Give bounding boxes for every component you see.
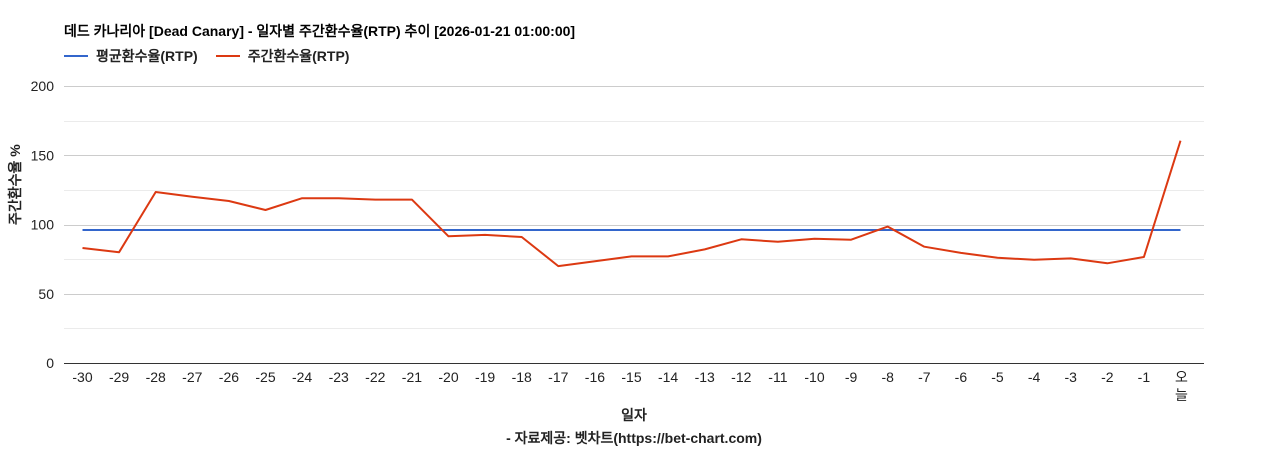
legend-label-average: 평균환수율(RTP) [96, 48, 198, 64]
x-tick-label: -15 [621, 369, 641, 385]
x-tick-label: -22 [365, 369, 385, 385]
y-tick-label: 50 [38, 286, 54, 302]
legend-swatch-weekly [215, 55, 240, 57]
x-tick-label: -6 [955, 369, 968, 385]
x-axis-title: 일자 [621, 407, 647, 423]
y-axis-title: 주간환수율 % [7, 144, 23, 225]
x-tick-label: -8 [881, 369, 894, 385]
x-tick-label: -14 [658, 369, 678, 385]
x-tick-label: -16 [585, 369, 605, 385]
y-tick-label: 200 [31, 78, 55, 94]
y-tick-label: 0 [46, 355, 54, 371]
source-credit: - 자료제공: 벳차트(https://bet-chart.com) [506, 430, 762, 446]
x-tick-label: -7 [918, 369, 931, 385]
chart-legend: 평균환수율(RTP) 주간환수율(RTP) [64, 46, 367, 66]
x-tick-label: -12 [731, 369, 751, 385]
x-tick-label: -2 [1101, 369, 1114, 385]
x-tick-label: -13 [695, 369, 715, 385]
x-tick-label: -24 [292, 369, 312, 385]
y-axis-ticks: 0 50 100 150 200 [31, 78, 55, 371]
x-tick-label: -5 [991, 369, 1004, 385]
legend-item-average[interactable]: 평균환수율(RTP) [64, 46, 198, 66]
x-tick-label: -10 [804, 369, 824, 385]
x-tick-label: -18 [512, 369, 532, 385]
gridlines [64, 86, 1204, 364]
x-tick-label: -21 [402, 369, 422, 385]
x-tick-label: -30 [72, 369, 92, 385]
x-tick-label: -23 [329, 369, 349, 385]
y-tick-label: 100 [31, 217, 55, 233]
x-tick-label: -29 [109, 369, 129, 385]
x-tick-label: -25 [255, 369, 275, 385]
legend-item-weekly[interactable]: 주간환수율(RTP) [215, 46, 350, 66]
x-tick-label: 늘 [1175, 388, 1188, 404]
x-tick-label: -26 [219, 369, 239, 385]
series-line-weekly [82, 140, 1182, 268]
legend-swatch-average [64, 55, 88, 57]
x-tick-label: -20 [438, 369, 458, 385]
x-tick-label: -28 [146, 369, 166, 385]
chart-title: 데드 카나리아 [Dead Canary] - 일자별 주간환수율(RTP) 추… [64, 23, 576, 39]
x-axis-ticks: -30 -29 -28 -27 -26 -25 -24 -23 -22 -21 -20 -19 -18-… [72, 369, 1188, 404]
x-tick-label: -27 [182, 369, 202, 385]
legend-label-weekly: 주간환수율(RTP) [247, 48, 350, 64]
series-lines [82, 140, 1182, 268]
x-tick-label: -1 [1138, 369, 1151, 385]
x-tick-label: -4 [1028, 369, 1041, 385]
x-tick-label: -11 [768, 369, 787, 385]
x-tick-label: -9 [845, 369, 858, 385]
x-tick-label: -19 [475, 369, 495, 385]
x-tick-label: -17 [548, 369, 568, 385]
y-tick-label: 150 [31, 147, 55, 163]
x-tick-label: -3 [1064, 369, 1077, 385]
x-tick-label: 오 [1175, 370, 1188, 386]
